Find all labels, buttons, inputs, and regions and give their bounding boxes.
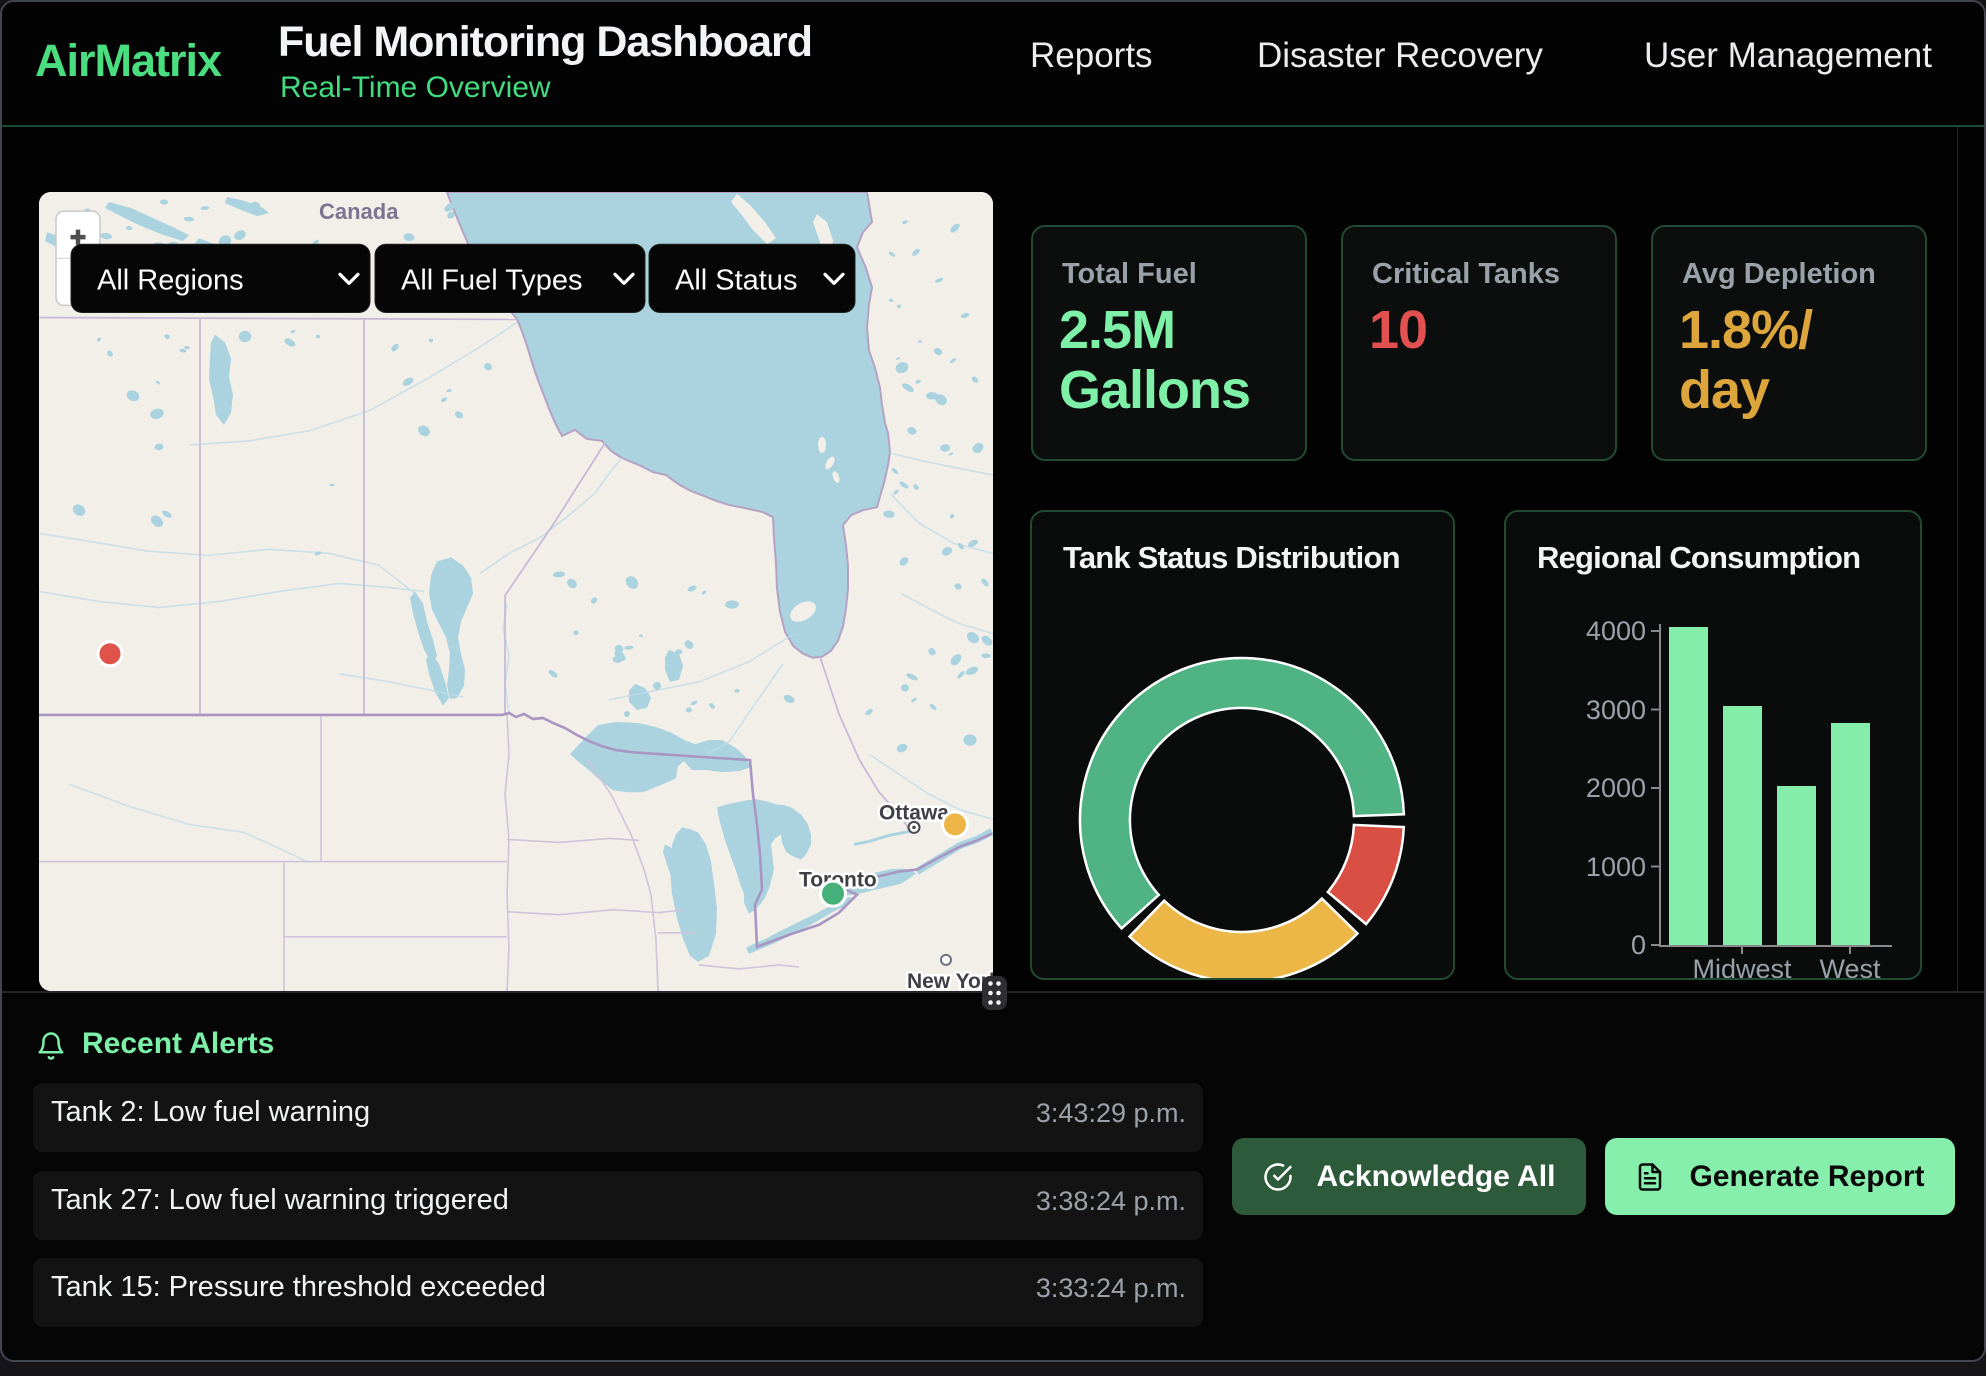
svg-text:All Fuel Types: All Fuel Types [401, 264, 583, 296]
svg-text:3000: 3000 [1586, 695, 1646, 725]
svg-text:All Status: All Status [675, 264, 797, 296]
svg-text:West: West [1819, 954, 1881, 980]
svg-text:0: 0 [1631, 930, 1646, 960]
svg-text:1000: 1000 [1586, 852, 1646, 882]
svg-text:Midwest: Midwest [1692, 954, 1792, 980]
svg-text:4000: 4000 [1586, 616, 1646, 646]
svg-text:Toronto: Toronto [799, 869, 877, 892]
svg-text:2000: 2000 [1586, 773, 1646, 803]
svg-text:Ottawa: Ottawa [879, 801, 949, 824]
svg-text:New York: New York [907, 970, 993, 991]
svg-text:All Regions: All Regions [97, 264, 244, 296]
svg-text:Canada: Canada [319, 199, 399, 224]
